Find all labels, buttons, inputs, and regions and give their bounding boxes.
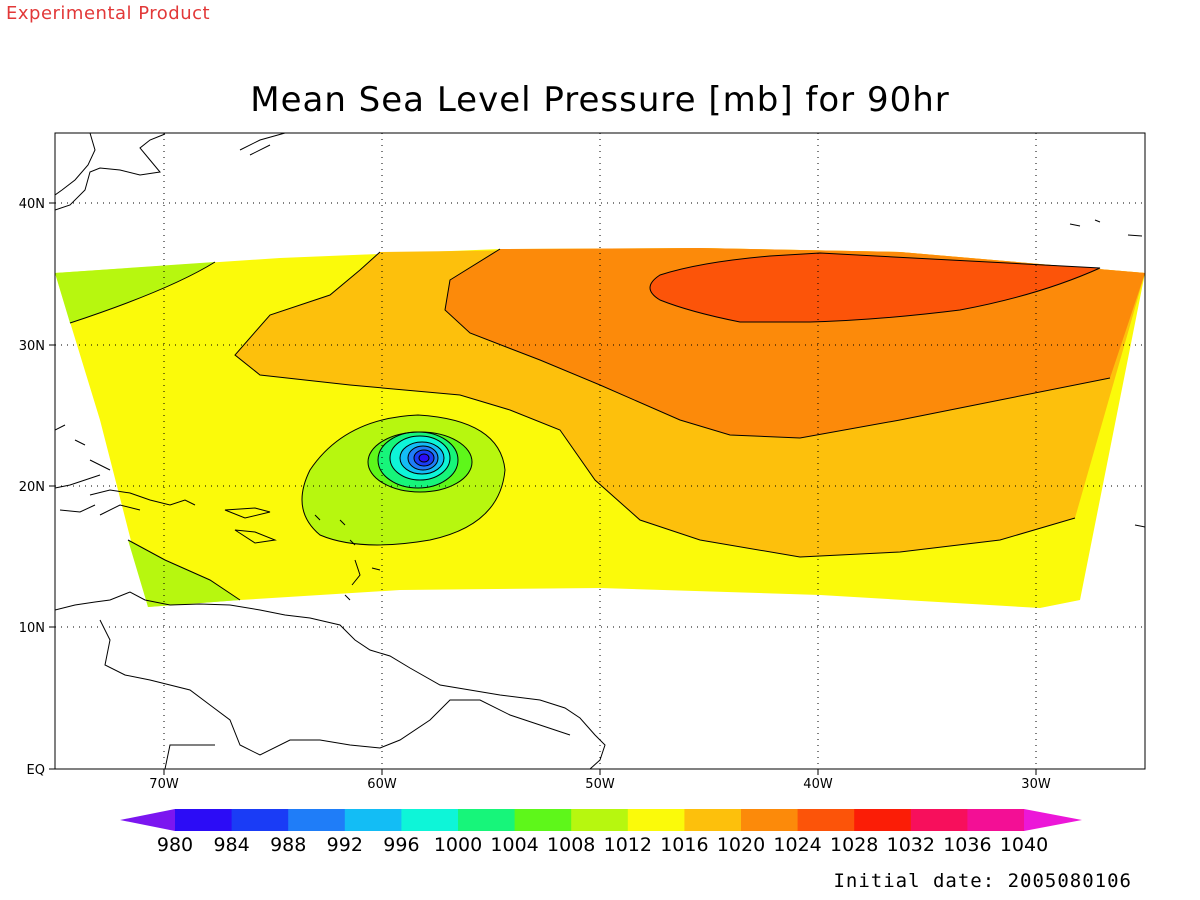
lat-label: 20N [19,480,45,495]
colorbar-level-label: 1004 [490,834,538,856]
colorbar-labels: 980 984 988 992 996 1000 1004 1008 1012 1016 1020 1… [157,834,1048,856]
lon-label: 70W [149,777,179,792]
pressure-field [55,133,1145,769]
coast-venezuela-guiana [55,591,606,769]
lon-label: 30W [1021,777,1051,792]
colorbar-level-label: 1008 [547,834,595,856]
lat-axis-labels: 40N 30N 20N 10N EQ [19,197,45,778]
coast-jamaica [234,529,277,544]
colorbar-level-label: 988 [270,834,306,856]
colorbar-level-label: 984 [213,834,249,856]
colorbar-level-label: 1000 [434,834,482,856]
coastlines [55,133,1145,769]
colorbar-swatch [288,809,346,831]
lon-axis-labels: 70W 60W 50W 40W 30W [149,777,1051,792]
isobars [69,248,1111,601]
coast-north-america [55,133,166,211]
coast-azores [1069,219,1145,528]
colorbar-level-label: 1028 [830,834,878,856]
lat-label: 30N [19,339,45,354]
coast-hispaniola [89,489,196,516]
colorbar-swatch [1024,809,1082,831]
colorbar-level-label: 1032 [887,834,935,856]
colorbar-level-label: 1016 [660,834,708,856]
coast-lesser-antilles [314,514,381,601]
colorbar-level-label: 980 [157,834,193,856]
band-1008-sw [128,540,240,607]
lat-label: EQ [27,763,45,778]
lat-label: 40N [19,197,45,212]
colorbar-swatch [231,809,289,831]
coast-nova-scotia [239,133,286,156]
colorbar-swatch [627,809,685,831]
colorbar [120,809,1082,831]
colorbar-swatch [458,809,516,831]
colorbar-swatch [684,809,742,831]
initial-date: Initial date: 2005080106 [833,870,1132,892]
coast-puerto-rico [224,507,271,519]
lon-label: 40W [803,777,833,792]
coast-bahamas [55,424,111,471]
lon-label: 50W [585,777,615,792]
colorbar-level-label: 1020 [717,834,765,856]
map-grid [55,133,1145,769]
colorbar-swatch [344,809,402,831]
colorbar-swatch [175,809,233,831]
colorbar-swatch [967,809,1025,831]
coast-cuba [55,474,101,513]
lat-label: 10N [19,621,45,636]
colorbar-level-label: 1024 [773,834,821,856]
experimental-product-label: Experimental Product [6,3,211,24]
colorbar-swatch [401,809,459,831]
colorbar-swatch [741,809,799,831]
colorbar-swatch [797,809,855,831]
colorbar-swatch [514,809,572,831]
colorbar-level-label: 1012 [604,834,652,856]
lon-label: 60W [367,777,397,792]
colorbar-level-label: 1036 [943,834,991,856]
colorbar-level-label: 996 [383,834,419,856]
chart-title: Mean Sea Level Pressure [mb] for 90hr [250,80,950,120]
colorbar-swatch [120,809,175,831]
colorbar-level-label: 1040 [1000,834,1048,856]
colorbar-level-label: 992 [327,834,363,856]
colorbar-swatch [571,809,629,831]
band-1008-nw [55,262,215,323]
band-1024-high [650,253,1100,322]
colorbar-swatch [854,809,912,831]
colorbar-swatch [910,809,968,831]
axis-ticks [49,202,1037,775]
